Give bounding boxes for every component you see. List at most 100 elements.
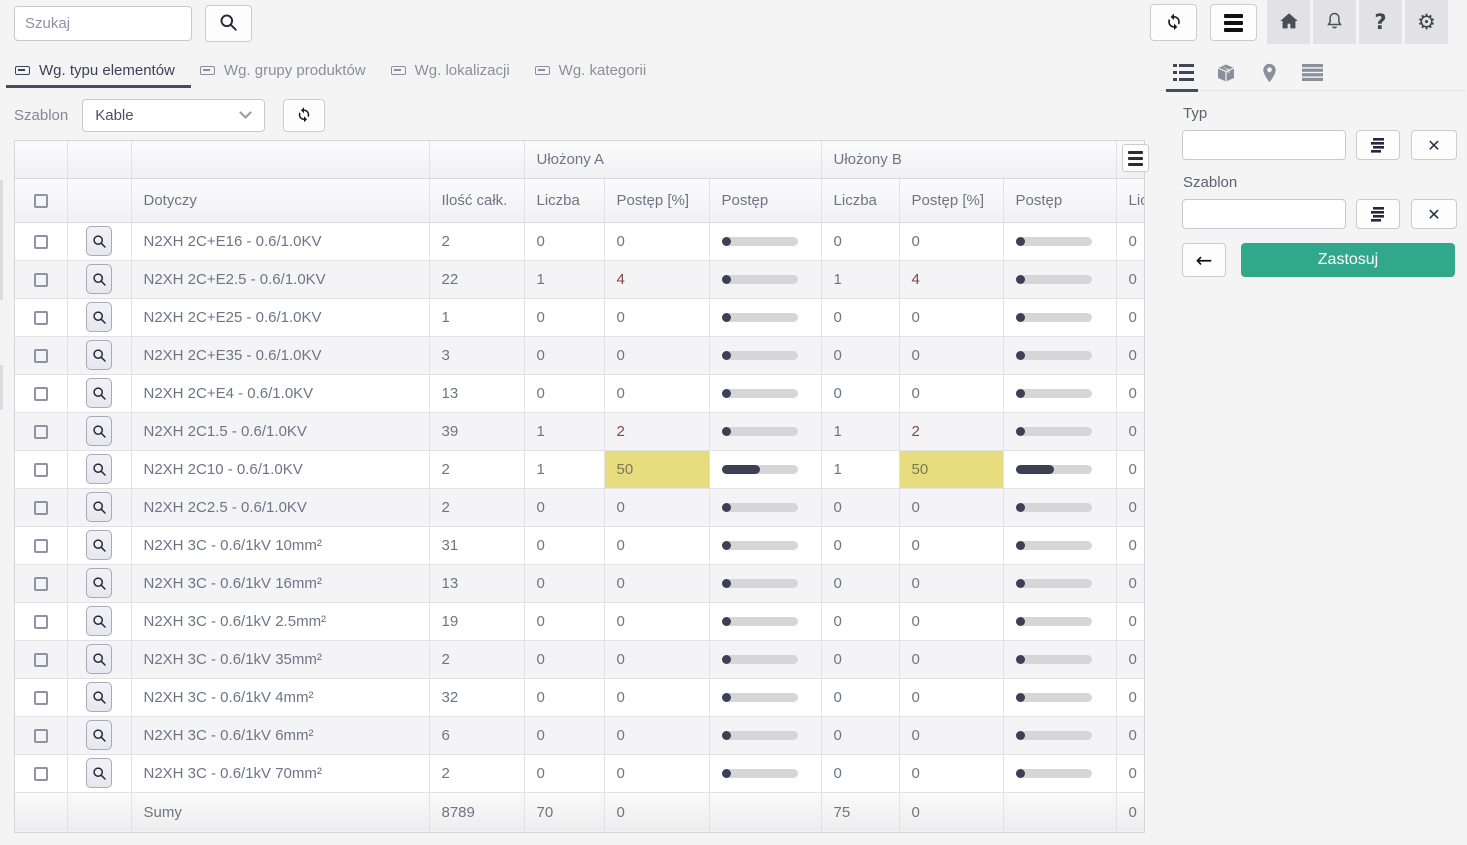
szablon-pick-button[interactable] <box>1356 199 1400 229</box>
template-toolbar: Szablon Kable <box>14 99 326 132</box>
row-details-button[interactable] <box>86 568 112 598</box>
row-b-count: 0 <box>821 526 900 565</box>
table-row: N2XH 3C - 0.6/1kV 35mm² 2 0 0 0 0 0 <box>15 640 1144 679</box>
row-details-button[interactable] <box>86 340 112 370</box>
row-total: 2 <box>429 222 525 261</box>
home-button[interactable] <box>1267 0 1310 44</box>
szablon-select[interactable]: Kable <box>82 99 266 132</box>
bell-icon <box>1324 10 1345 34</box>
mode-table-button[interactable] <box>1297 55 1327 90</box>
magnifier-icon <box>92 652 106 666</box>
select-all-checkbox[interactable] <box>33 193 48 208</box>
row-checkbox[interactable] <box>33 500 48 515</box>
tab-label: Wg. grupy produktów <box>223 62 366 79</box>
row-a-pct: 0 <box>604 564 710 603</box>
left-scrollbar[interactable] <box>0 180 3 300</box>
progress-bar-b <box>1015 503 1092 513</box>
row-checkbox[interactable] <box>33 538 48 553</box>
progress-bar-b <box>1015 541 1092 551</box>
typ-clear-button[interactable]: ✕ <box>1411 130 1457 160</box>
mode-products-button[interactable] <box>1211 55 1241 90</box>
row-checkbox[interactable] <box>33 310 48 325</box>
row-checkbox[interactable] <box>33 462 48 477</box>
row-details-button[interactable] <box>86 302 112 332</box>
row-extra: 0 <box>1116 260 1144 299</box>
typ-input[interactable] <box>1182 130 1346 160</box>
row-details-button[interactable] <box>86 378 112 408</box>
row-label: N2XH 3C - 0.6/1kV 35mm² <box>131 640 430 679</box>
hamburger-icon <box>1128 150 1143 166</box>
table-columns-menu-button[interactable] <box>1122 144 1149 172</box>
row-a-count: 0 <box>524 526 605 565</box>
szablon-input[interactable] <box>1182 199 1346 229</box>
row-b-pct: 0 <box>899 678 1004 717</box>
row-label: N2XH 2C+E16 - 0.6/1.0KV <box>131 222 430 261</box>
progress-bar-a <box>721 769 798 779</box>
row-details-button[interactable] <box>86 530 112 560</box>
tab-card-icon <box>390 66 406 75</box>
row-details-button[interactable] <box>86 682 112 712</box>
row-a-pct: 50 <box>604 450 710 489</box>
row-details-button[interactable] <box>86 720 112 750</box>
row-checkbox[interactable] <box>33 348 48 363</box>
table-row: N2XH 2C+E25 - 0.6/1.0KV 1 0 0 0 0 0 <box>15 298 1144 337</box>
magnifier-icon <box>92 386 106 400</box>
tab-by-element-type[interactable]: Wg. typu elementów <box>6 57 191 88</box>
row-checkbox[interactable] <box>33 386 48 401</box>
reload-template-button[interactable] <box>283 99 326 132</box>
left-scrollbar[interactable] <box>0 365 3 410</box>
typ-pick-button[interactable] <box>1356 130 1400 160</box>
row-details-button[interactable] <box>86 416 112 446</box>
row-b-pct: 0 <box>899 298 1004 337</box>
row-total: 2 <box>429 488 525 527</box>
row-details-button[interactable] <box>86 606 112 636</box>
notifications-button[interactable] <box>1313 0 1356 44</box>
tab-card-icon <box>534 66 550 75</box>
row-details-button[interactable] <box>86 264 112 294</box>
apply-button[interactable]: Zastosuj <box>1241 243 1455 277</box>
row-b-count: 0 <box>821 716 900 755</box>
row-checkbox[interactable] <box>33 614 48 629</box>
row-checkbox[interactable] <box>33 652 48 667</box>
row-extra: 0 <box>1116 754 1144 793</box>
progress-bar-b <box>1015 237 1092 247</box>
tab-by-product-group[interactable]: Wg. grupy produktów <box>191 57 382 88</box>
row-checkbox[interactable] <box>33 576 48 591</box>
row-checkbox[interactable] <box>33 728 48 743</box>
szablon-clear-button[interactable]: ✕ <box>1411 199 1457 229</box>
row-checkbox[interactable] <box>33 690 48 705</box>
home-icon <box>1278 10 1300 35</box>
row-details-button[interactable] <box>86 758 112 788</box>
row-checkbox[interactable] <box>33 766 48 781</box>
main-menu-button[interactable] <box>1210 4 1257 41</box>
mode-location-button[interactable] <box>1254 55 1284 90</box>
row-extra: 0 <box>1116 336 1144 375</box>
row-details-button[interactable] <box>86 644 112 674</box>
row-details-button[interactable] <box>86 454 112 484</box>
back-button[interactable]: ← <box>1182 243 1226 277</box>
row-b-pct: 50 <box>899 450 1004 489</box>
row-b-pct: 0 <box>899 602 1004 641</box>
tab-by-location[interactable]: Wg. lokalizacji <box>382 57 526 88</box>
row-details-button[interactable] <box>86 492 112 522</box>
typ-label: Typ <box>1183 105 1208 122</box>
row-checkbox[interactable] <box>33 272 48 287</box>
row-checkbox[interactable] <box>33 234 48 249</box>
search-button[interactable] <box>205 5 252 42</box>
row-a-pct: 0 <box>604 488 710 527</box>
progress-bar-b <box>1015 579 1092 589</box>
row-extra: 0 <box>1116 640 1144 679</box>
progress-bar-a <box>721 503 798 513</box>
help-button[interactable]: ? <box>1359 0 1402 44</box>
row-details-button[interactable] <box>86 226 112 256</box>
search-input[interactable] <box>14 6 192 41</box>
mode-list-button[interactable] <box>1166 55 1198 92</box>
progress-bar-a <box>721 731 798 741</box>
row-checkbox[interactable] <box>33 424 48 439</box>
magnifier-icon <box>92 272 106 286</box>
refresh-button[interactable] <box>1150 4 1197 41</box>
row-total: 2 <box>429 754 525 793</box>
settings-button[interactable]: ⚙ <box>1405 0 1448 44</box>
row-extra: 0 <box>1116 526 1144 565</box>
tab-by-category[interactable]: Wg. kategorii <box>526 57 663 88</box>
